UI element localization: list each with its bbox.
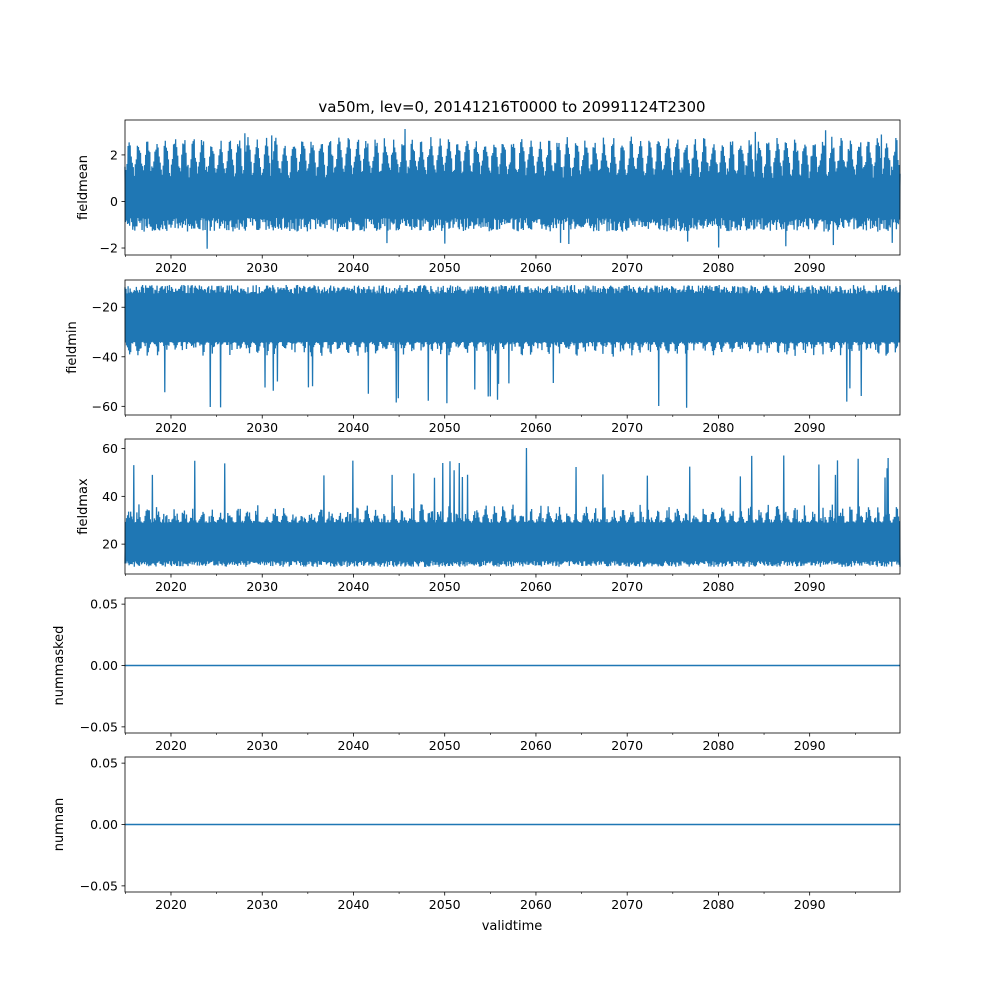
axes-frame-fieldmean [124, 119, 901, 256]
x-tick-label: 2030 [246, 420, 278, 435]
x-tick-label: 2020 [155, 897, 187, 912]
y-tick-label: −2 [100, 241, 118, 256]
x-tick-label: 2090 [794, 420, 826, 435]
y-tick-label: −0.05 [80, 878, 118, 893]
x-tick-label: 2080 [703, 260, 735, 275]
x-tick-label: 2090 [794, 260, 826, 275]
x-axis-label: validtime [482, 919, 543, 934]
y-tick-label: −20 [92, 300, 118, 315]
axes-frame-fieldmin [124, 279, 901, 416]
x-tick-label: 2020 [155, 260, 187, 275]
y-tick-label: 0.05 [90, 756, 118, 771]
y-axis-label-numnan: numnan [52, 798, 67, 852]
series-line-fieldmax [124, 448, 901, 567]
x-tick-label: 2070 [611, 738, 643, 753]
y-tick-label: 40 [102, 489, 118, 504]
y-axis-label-fieldmin: fieldmin [65, 321, 80, 374]
x-tick-label: 2070 [611, 579, 643, 594]
x-tick-label: 2020 [155, 738, 187, 753]
panel-fieldmean: 2020 2030 2040 2050 2060 2070 2080 2090 −2 0 2 fiel… [76, 119, 901, 275]
y-tick-label: 0.05 [90, 597, 118, 612]
panels: 2020 2030 2040 2050 2060 2070 2080 2090−202fiel… [52, 119, 901, 912]
y-tick-label: −40 [92, 349, 118, 364]
x-tick-label: 2090 [794, 579, 826, 594]
x-tick-label: 2050 [429, 738, 461, 753]
x-tick-label: 2090 [794, 897, 826, 912]
x-tick-label: 2040 [338, 420, 370, 435]
y-axis-label-fieldmean: fieldmean [76, 155, 91, 220]
chart-title: va50m, lev=0, 20141216T0000 to 20991124T… [318, 98, 705, 116]
x-tick-label: 2040 [338, 579, 370, 594]
panel-fieldmax: 2020 2030 2040 2050 2060 2070 2080 2090204060fi… [76, 438, 901, 594]
panel-fieldmin: 2020 2030 2040 2050 2060 2070 2080 2090 −60 −40 −2… [65, 279, 901, 435]
y-tick-label: 0.00 [90, 817, 118, 832]
x-tick-label: 2090 [794, 738, 826, 753]
x-tick-label: 2030 [246, 260, 278, 275]
series-line-fieldmean [124, 128, 901, 249]
x-tick-label: 2060 [520, 260, 552, 275]
x-tick-label: 2080 [703, 897, 735, 912]
x-tick-label: 2020 [155, 420, 187, 435]
x-tick-label: 2050 [429, 260, 461, 275]
y-tick-label: 2 [110, 147, 118, 162]
series-line-fieldmin [124, 284, 901, 408]
panel-numnan: 2020 2030 2040 2050 2060 2070 2080 2090 −0.05 0.0… [52, 756, 901, 912]
x-tick-label: 2080 [703, 420, 735, 435]
x-tick-label: 2030 [246, 897, 278, 912]
x-tick-label: 2030 [246, 738, 278, 753]
x-tick-label: 2050 [429, 579, 461, 594]
y-axis-label-fieldmax: fieldmax [76, 478, 91, 535]
x-tick-label: 2020 [155, 579, 187, 594]
y-tick-label: 20 [102, 537, 118, 552]
x-tick-label: 2060 [520, 738, 552, 753]
x-tick-label: 2040 [338, 260, 370, 275]
x-tick-label: 2080 [703, 738, 735, 753]
x-tick-label: 2030 [246, 579, 278, 594]
y-tick-label: −0.05 [80, 719, 118, 734]
y-tick-label: 0 [110, 194, 118, 209]
x-tick-label: 2060 [520, 897, 552, 912]
axes-frame-fieldmax [124, 438, 901, 575]
y-tick-label: 0.00 [90, 658, 118, 673]
panel-nummasked: 2020 2030 2040 2050 2060 2070 2080 2090 −0.05 0.0… [52, 597, 901, 753]
x-tick-label: 2080 [703, 579, 735, 594]
x-tick-label: 2050 [429, 420, 461, 435]
x-tick-label: 2040 [338, 897, 370, 912]
x-tick-label: 2070 [611, 260, 643, 275]
y-axis-label-nummasked: nummasked [52, 626, 67, 706]
x-tick-label: 2050 [429, 897, 461, 912]
y-tick-label: 60 [102, 441, 118, 456]
x-tick-label: 2070 [611, 420, 643, 435]
x-tick-label: 2040 [338, 738, 370, 753]
x-tick-label: 2060 [520, 579, 552, 594]
x-tick-label: 2060 [520, 420, 552, 435]
x-tick-label: 2070 [611, 897, 643, 912]
y-tick-label: −60 [92, 399, 118, 414]
